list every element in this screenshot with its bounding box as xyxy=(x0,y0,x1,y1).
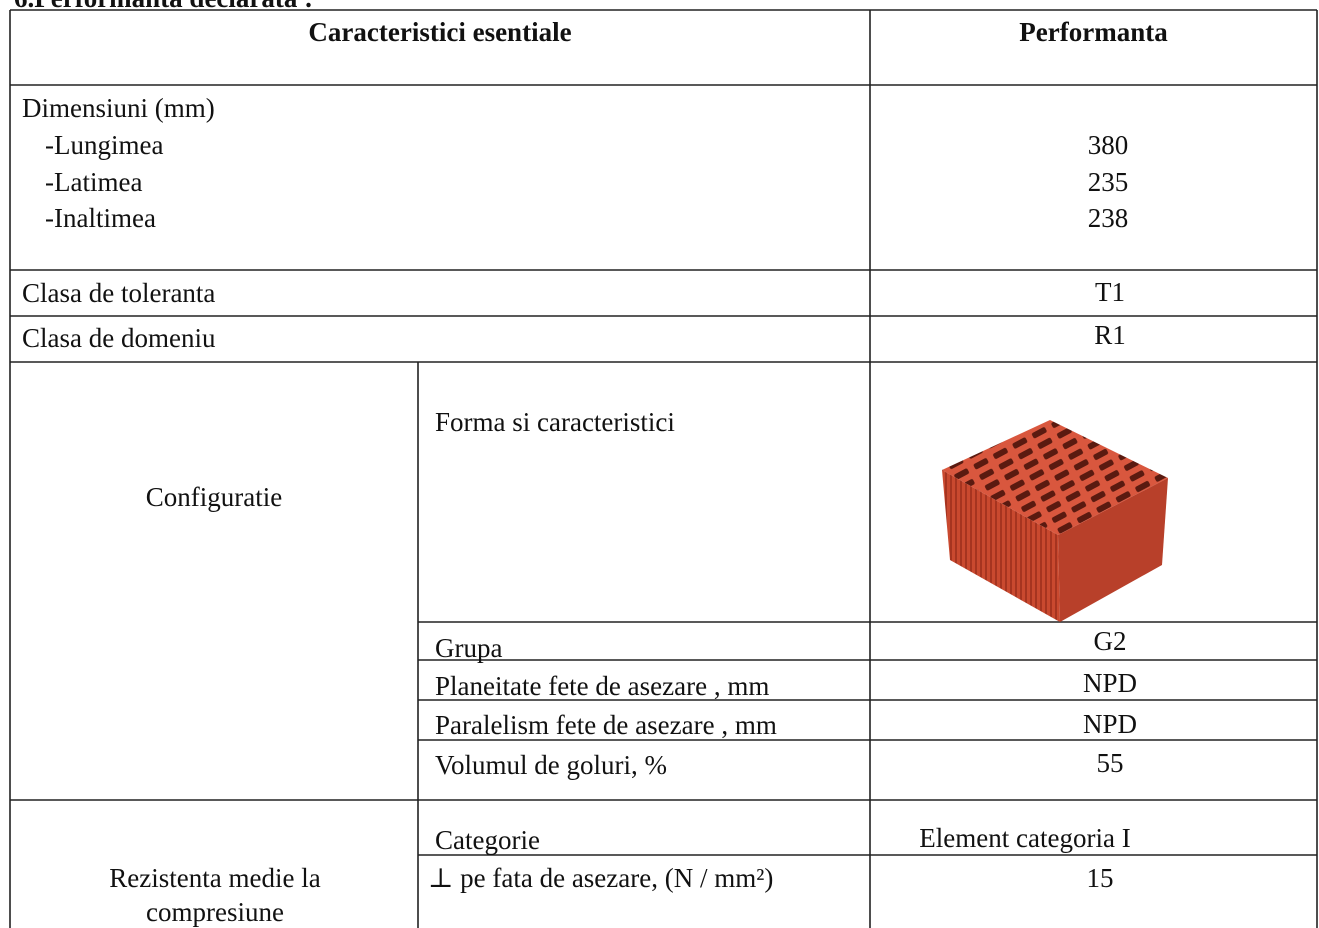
row-sublabel: Volumul de goluri, % xyxy=(435,750,667,780)
row-sublabel: Categorie xyxy=(435,825,540,855)
row-sublabel: ⊥ pe fata de asezare, (N / mm²) xyxy=(428,863,774,893)
row-label: Rezistenta medie la compresiune xyxy=(109,863,321,927)
row-label: Clasa de toleranta xyxy=(22,278,216,308)
cell-value: 238 xyxy=(1087,203,1129,233)
cell-value: 55 xyxy=(1096,748,1124,778)
row-sublabel: Planeitate fete de asezare , mm xyxy=(435,671,770,701)
row-sublabel: -Latimea xyxy=(45,167,143,197)
column-header: Performanta xyxy=(1019,17,1168,47)
row-sublabel: -Inaltimea xyxy=(45,203,156,233)
section-heading: 6.Performanta declarata : xyxy=(14,0,313,14)
row-sublabel: Grupa xyxy=(435,633,503,663)
cell-value: R1 xyxy=(1094,320,1126,350)
cell-value: Element categoria I xyxy=(919,823,1131,853)
row-label: Configuratie xyxy=(145,482,283,512)
column-header: Caracteristici esentiale xyxy=(308,17,572,47)
cell-value: G2 xyxy=(1093,626,1127,656)
cell-value: 380 xyxy=(1087,130,1129,160)
row-sublabel: Paralelism fete de asezare , mm xyxy=(435,710,777,740)
row-sublabel: Forma si caracteristici xyxy=(435,407,675,437)
cell-value: NPD xyxy=(1082,709,1137,739)
cell-value: 15 xyxy=(1086,863,1114,893)
cell-value: 235 xyxy=(1087,167,1129,197)
row-label: Dimensiuni (mm) xyxy=(22,93,215,123)
brick-image xyxy=(942,420,1168,622)
row-sublabel: -Lungimea xyxy=(45,130,164,160)
row-label: Clasa de domeniu xyxy=(22,323,216,353)
cell-value: T1 xyxy=(1095,277,1125,307)
cell-value: NPD xyxy=(1082,668,1137,698)
